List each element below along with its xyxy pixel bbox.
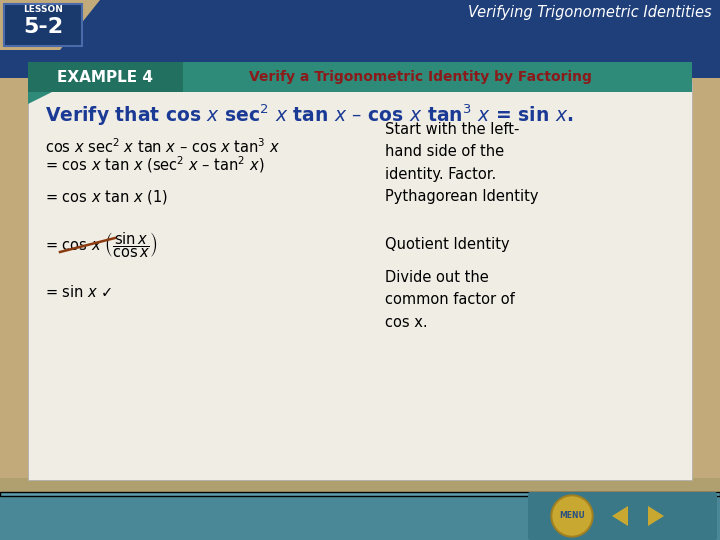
Polygon shape: [0, 0, 100, 50]
FancyBboxPatch shape: [28, 62, 692, 92]
Text: LESSON: LESSON: [23, 5, 63, 15]
Text: Quotient Identity: Quotient Identity: [385, 238, 510, 253]
Text: Verifying Trigonometric Identities: Verifying Trigonometric Identities: [469, 5, 712, 21]
Text: MENU: MENU: [559, 511, 585, 521]
FancyBboxPatch shape: [4, 4, 82, 46]
FancyBboxPatch shape: [0, 492, 720, 496]
FancyBboxPatch shape: [28, 62, 183, 92]
Circle shape: [553, 497, 591, 535]
Text: Start with the left-
hand side of the
identity. Factor.: Start with the left- hand side of the id…: [385, 122, 519, 181]
FancyBboxPatch shape: [28, 82, 692, 480]
Polygon shape: [0, 0, 720, 78]
Polygon shape: [0, 478, 720, 540]
Text: Verify a Trigonometric Identity by Factoring: Verify a Trigonometric Identity by Facto…: [248, 70, 591, 84]
Text: = cos $x$ tan $x$ (1): = cos $x$ tan $x$ (1): [45, 188, 168, 206]
Text: Divide out the
common factor of
cos x.: Divide out the common factor of cos x.: [385, 271, 515, 330]
Polygon shape: [612, 506, 628, 526]
Polygon shape: [28, 92, 52, 104]
Text: EXAMPLE 4: EXAMPLE 4: [57, 70, 153, 84]
FancyBboxPatch shape: [0, 492, 720, 540]
Text: = cos $x$ $\left(\dfrac{\sin x}{\cos x}\right)$: = cos $x$ $\left(\dfrac{\sin x}{\cos x}\…: [45, 230, 158, 260]
Text: = sin $x$ ✓: = sin $x$ ✓: [45, 284, 112, 300]
Text: = cos $x$ tan $x$ (sec$^{2}$ $x$ – tan$^{2}$ $x$): = cos $x$ tan $x$ (sec$^{2}$ $x$ – tan$^…: [45, 154, 264, 176]
Circle shape: [551, 495, 593, 537]
Text: 5-2: 5-2: [23, 17, 63, 37]
FancyBboxPatch shape: [528, 492, 717, 540]
Text: cos $x$ sec$^{2}$ $x$ tan $x$ – cos $x$ tan$^{3}$ $x$: cos $x$ sec$^{2}$ $x$ tan $x$ – cos $x$ …: [45, 138, 280, 157]
Polygon shape: [648, 506, 664, 526]
Text: Pythagorean Identity: Pythagorean Identity: [385, 190, 539, 205]
Text: Verify that cos $x$ sec$^{2}$ $x$ tan $x$ – cos $x$ tan$^{3}$ $x$ = sin $x$.: Verify that cos $x$ sec$^{2}$ $x$ tan $x…: [45, 102, 573, 128]
